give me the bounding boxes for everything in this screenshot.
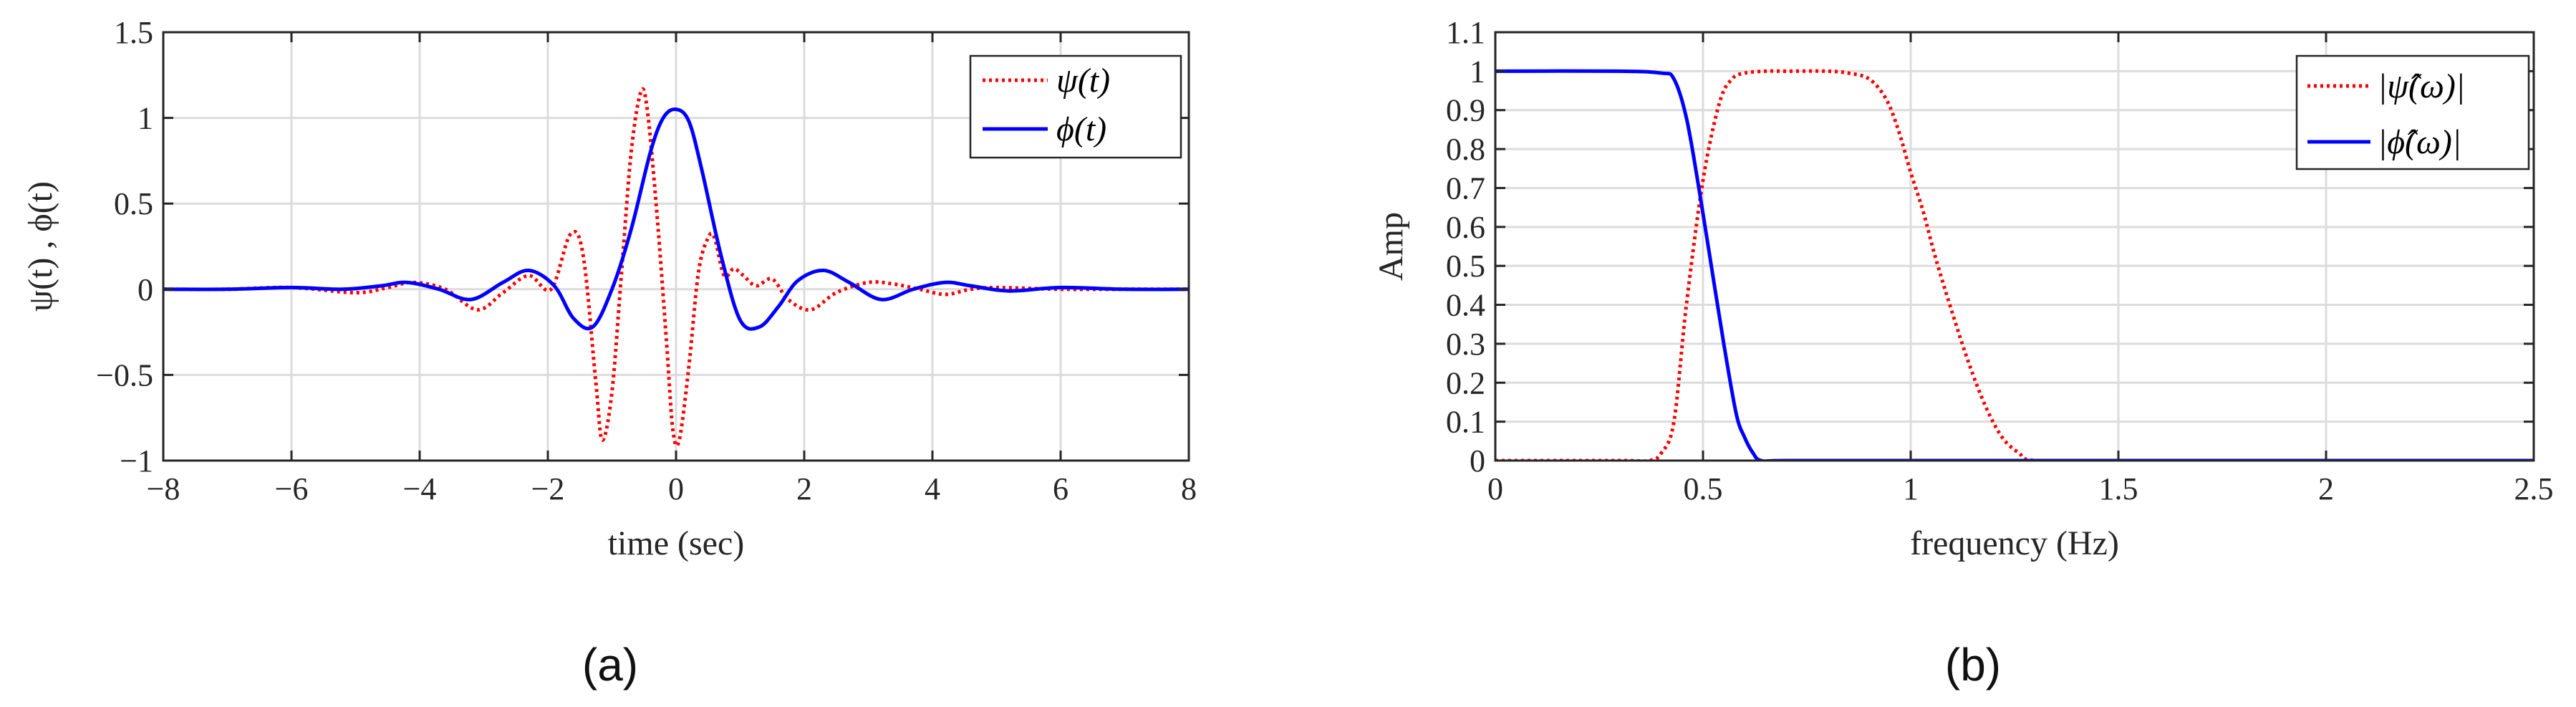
x-tick-label: 1.5 [2099, 471, 2138, 506]
y-tick-label: 1.5 [114, 15, 153, 50]
series-line-b-1 [1495, 69, 2534, 461]
x-tick-label: 6 [1053, 471, 1068, 506]
legend-label-phi: ϕ(t) [1056, 110, 1106, 148]
legend-a: ψ(t) ϕ(t) [969, 54, 1182, 159]
ticks-a: −8 −6 −4 −2 0 2 4 6 8 −1 −0.5 0 0.5 1 1.5 [96, 15, 1197, 506]
y-tick-label: 1 [138, 101, 153, 136]
y-tick-label: 0.7 [1446, 170, 1485, 206]
x-tick-label: 1 [1903, 471, 1919, 506]
y-tick-label: 0.4 [1446, 288, 1485, 323]
ticks-b: 0 0.5 1 1.5 2 2.5 00.1 0.20.3 0.4 0.5 0.6 0.70.8 0.9… [1446, 15, 2554, 506]
y-axis-label-b: Amp [1372, 212, 1410, 281]
panel-label-b: (b) [1945, 639, 2001, 691]
y-tick-label: 1 [1470, 54, 1485, 89]
x-axis-label-a: time (sec) [608, 524, 745, 562]
x-tick-label: −2 [531, 471, 565, 506]
x-tick-label: −4 [403, 471, 437, 506]
legend-b: |ψ̂(ω)| |ϕ̂(ω)| [2295, 54, 2530, 170]
chart-b: 0 0.5 1 1.5 2 2.5 00.1 0.20.3 0.4 0.5 0.6 0.70.8 0.9… [1372, 15, 2554, 691]
legend-label-psi: ψ(t) [1056, 62, 1110, 100]
x-axis-label-b: frequency (Hz) [1910, 524, 2119, 562]
legend-label-psi-hat: |ψ̂(ω)| [2378, 67, 2465, 105]
legend-box-b [2295, 54, 2530, 170]
y-tick-label: 0.3 [1446, 327, 1485, 362]
x-tick-label: 2 [796, 471, 812, 506]
x-tick-label: 0 [1487, 471, 1503, 506]
y-axis-label-a: ψ(t) , ϕ(t) [21, 181, 59, 312]
y-tick-label: 0 [1470, 443, 1485, 478]
y-tick-label: −1 [120, 443, 153, 478]
y-tick-label: 0.5 [1446, 249, 1485, 284]
x-tick-label: 2 [2318, 471, 2334, 506]
y-tick-label: 0.5 [114, 186, 153, 221]
legend-label-phi-hat: |ϕ̂(ω)| [2378, 123, 2461, 161]
x-tick-label: 8 [1181, 471, 1197, 506]
y-tick-label: 0.2 [1446, 365, 1485, 400]
y-tick-label: 1.1 [1446, 15, 1485, 50]
x-tick-label: −6 [275, 471, 309, 506]
y-tick-label: 0 [138, 272, 153, 307]
x-tick-label: 0.5 [1684, 471, 1723, 506]
y-tick-label: 0.1 [1446, 405, 1485, 440]
plot-frame-b [1494, 31, 2535, 462]
y-tick-label: 0.6 [1446, 210, 1485, 245]
y-tick-label: 0.9 [1446, 93, 1485, 128]
y-tick-label: −0.5 [96, 357, 153, 393]
panel-label-a: (a) [582, 639, 638, 691]
x-tick-label: 4 [925, 471, 940, 506]
series-lines-a [163, 87, 1189, 448]
series-line-a-1 [163, 107, 1189, 331]
x-tick-label: −8 [147, 471, 180, 506]
chart-a: −8 −6 −4 −2 0 2 4 6 8 −1 −0.5 0 0.5 1 1.5 time (sec) ψ… [21, 15, 1197, 691]
legend-box-a [969, 54, 1182, 159]
y-tick-label: 0.8 [1446, 132, 1485, 167]
x-tick-label: 0 [668, 471, 684, 506]
x-tick-label: 2.5 [2514, 471, 2554, 506]
